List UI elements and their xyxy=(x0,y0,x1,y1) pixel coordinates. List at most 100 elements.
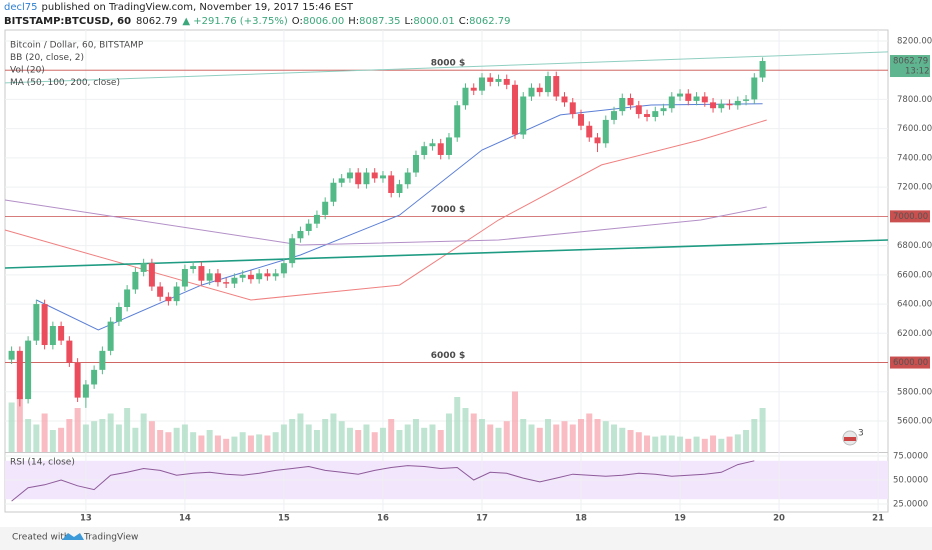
candle-body xyxy=(297,230,304,239)
candle-body xyxy=(41,304,48,346)
candle-body xyxy=(536,87,543,93)
candle-body xyxy=(165,296,172,302)
volume-bar xyxy=(206,430,213,452)
volume-bar xyxy=(256,434,263,452)
volume-bar xyxy=(124,408,131,452)
candle-body xyxy=(701,96,708,103)
volume-bar xyxy=(619,427,626,452)
candle-body xyxy=(33,304,40,341)
volume-bar xyxy=(454,397,461,452)
volume-bar xyxy=(82,424,89,452)
candle-body xyxy=(619,97,626,112)
volume-bar xyxy=(74,408,81,452)
y-tick-label: 6200.00 xyxy=(897,329,932,339)
volume-bar xyxy=(701,438,708,452)
volume-bar xyxy=(602,421,609,452)
candle-body xyxy=(545,76,552,93)
volume-bar xyxy=(652,436,659,452)
level-label: 7000 $ xyxy=(431,205,465,215)
y-tick-label: 5600.00 xyxy=(897,417,932,427)
candle-body xyxy=(181,268,188,287)
volume-bar xyxy=(198,435,205,452)
volume-bar xyxy=(66,419,73,452)
volume-bar xyxy=(231,436,238,452)
header-line-2: BITSTAMP:BTCUSD, 60 8062.79 ▲ +291.76 (+3.… xyxy=(4,16,510,27)
candle-body xyxy=(726,103,733,106)
candle-body xyxy=(198,266,205,281)
volume-bar xyxy=(388,419,395,452)
volume-bar xyxy=(379,427,386,452)
candle-body xyxy=(718,103,725,109)
ohlc-k: L: xyxy=(404,16,413,27)
candle-body xyxy=(660,108,667,112)
candle-body xyxy=(404,172,411,185)
candle-body xyxy=(305,223,312,231)
countdown: 13:12 xyxy=(905,67,930,77)
candle-body xyxy=(611,111,618,120)
candle-body xyxy=(371,172,378,179)
candle-body xyxy=(206,273,213,281)
candle-body xyxy=(124,289,131,307)
candle-body xyxy=(280,263,287,274)
volume-bar xyxy=(462,408,469,452)
symbol: BITSTAMP:BTCUSD, 60 xyxy=(4,16,131,27)
volume-bar xyxy=(635,432,642,452)
level-axis-box xyxy=(890,356,930,369)
volume-bar xyxy=(644,435,651,452)
event-flag-stripe xyxy=(844,437,856,441)
trendline xyxy=(4,51,889,84)
volume-bar xyxy=(743,430,750,452)
candle-body xyxy=(256,273,263,280)
volume-bar xyxy=(396,430,403,452)
volume-bar xyxy=(25,419,32,452)
candle-body xyxy=(412,154,419,173)
footer-created: Created with xyxy=(12,533,70,543)
candle-body xyxy=(363,172,370,185)
volume-bar xyxy=(578,419,585,452)
header-line-1: decl75 published on TradingView.com, Nove… xyxy=(4,2,354,13)
plot-frame xyxy=(4,29,889,513)
x-tick-label: 16 xyxy=(377,514,389,524)
candle-body xyxy=(437,143,444,155)
legend-entry: Vol (20) xyxy=(10,66,45,76)
candle-body xyxy=(751,77,758,100)
candle-body xyxy=(115,306,122,322)
plot-layer: 13 14 15 16 17 18 19 20 21 8200.00 7800.00 7600.00 7… xyxy=(4,30,932,524)
candle-body xyxy=(107,321,114,351)
volume-bar xyxy=(157,430,164,452)
y-tick-label: 7200.00 xyxy=(897,183,932,193)
candle-body xyxy=(578,114,585,126)
level-label: 8000 $ xyxy=(431,59,465,69)
volume-bar xyxy=(520,419,527,452)
author: decl75 xyxy=(4,2,38,13)
volume-bar xyxy=(437,430,444,452)
candle-body xyxy=(247,274,254,280)
candle-body xyxy=(421,146,428,155)
candle-body xyxy=(388,175,395,193)
last-price-label: 8062.79 xyxy=(893,57,928,67)
volume-bar xyxy=(412,419,419,452)
volume-bar xyxy=(495,427,502,452)
rsi-line xyxy=(11,460,755,502)
rsi-tick-label: 75.0000 xyxy=(893,451,928,461)
volume-bar xyxy=(545,419,552,452)
candle-body xyxy=(553,76,560,97)
candle-body xyxy=(561,96,568,103)
y-tick-label: 5800.00 xyxy=(897,387,932,397)
candle-body xyxy=(668,96,675,109)
volume-bar xyxy=(173,427,180,452)
candle-body xyxy=(214,273,221,283)
y-tick-label: 6400.00 xyxy=(897,300,932,310)
volume-bar xyxy=(239,432,246,452)
volume-bar xyxy=(190,432,197,452)
candle-body xyxy=(602,119,609,144)
volume-bar xyxy=(338,421,345,452)
volume-bar xyxy=(487,424,494,452)
volume-bar xyxy=(421,427,428,452)
volume-bar xyxy=(627,430,634,452)
x-tick-label: 21 xyxy=(872,514,884,524)
volume-bar xyxy=(478,419,485,452)
candle-body xyxy=(338,178,345,183)
candle-body xyxy=(503,78,510,85)
